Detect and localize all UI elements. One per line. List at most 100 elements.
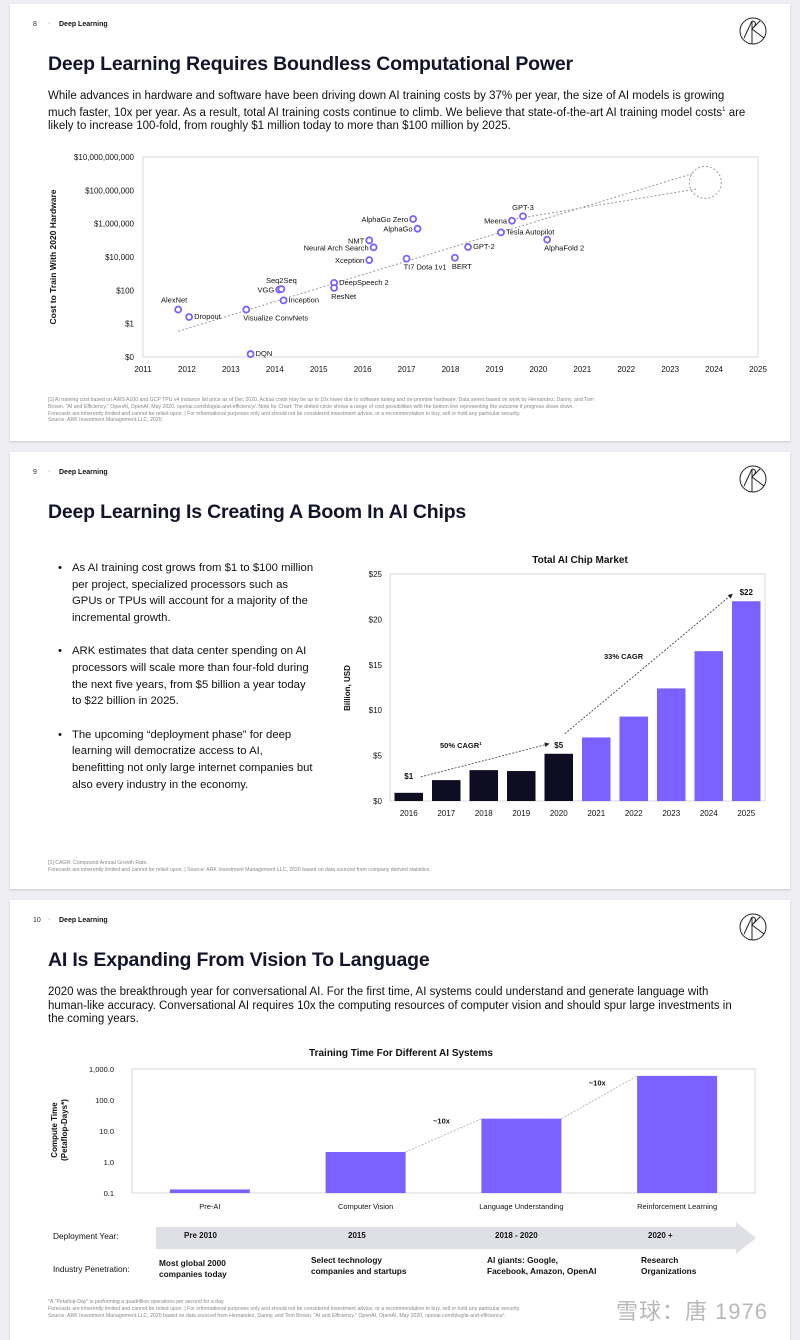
x-tick-label: 2012 — [178, 365, 196, 374]
footnotes: *A "Petaflop-Day" is performing a quadri… — [48, 1299, 778, 1319]
data-point-label: Seq2Seq — [266, 276, 297, 285]
ark-logo-icon — [739, 465, 767, 493]
bullet-icon: • — [58, 645, 62, 658]
page-title: Deep Learning Requires Boundless Computa… — [48, 53, 573, 75]
data-point — [185, 313, 194, 321]
x-tick-label: 2014 — [266, 365, 284, 374]
data-point-label: Inception — [289, 295, 319, 304]
footnote-line: Source: ARK Investment Management LLC, 2… — [48, 417, 162, 424]
plot-frame — [131, 1068, 756, 1194]
deployment-year-2020-plus: 2020 + — [648, 1231, 673, 1240]
y-tick-label: $1 — [125, 320, 134, 329]
data-point-label: DeepSpeech 2 — [339, 278, 389, 287]
y-tick-label: $25 — [369, 570, 383, 579]
data-label: $1 — [404, 772, 413, 781]
growth-connector — [561, 1075, 638, 1120]
x-tick-label: 2019 — [512, 809, 530, 818]
bar-2024 — [694, 651, 723, 801]
x-tick-label: 2024 — [700, 809, 718, 818]
y-tick-label: 10.0 — [99, 1127, 114, 1136]
x-tick-label: Reinforcement Learning — [637, 1202, 717, 1211]
penetration-language: AI giants: Google, Facebook, Amazon, Open… — [487, 1255, 596, 1277]
y-tick-label: $5 — [373, 752, 382, 761]
penetration-line: Select technology — [311, 1255, 383, 1265]
bar-2020 — [544, 753, 573, 801]
y-axis-label-line1: Compute Time — [50, 1102, 59, 1158]
page-title: Deep Learning Is Creating A Boom In AI C… — [48, 501, 467, 523]
y-tick-label: 1,000.0 — [89, 1065, 114, 1074]
y-tick-label: 1.0 — [104, 1158, 114, 1167]
data-point-label: Xception — [335, 256, 364, 265]
data-point — [497, 228, 505, 237]
section-label: Deep Learning — [59, 917, 108, 924]
footnote-line: *A "Petaflop-Day" is performing a quadri… — [48, 1299, 225, 1305]
separator-dot: · — [48, 468, 51, 475]
x-tick-label: 2024 — [705, 365, 723, 374]
data-point — [246, 350, 255, 358]
x-tick-label: 2019 — [486, 365, 504, 374]
bar-language-understanding — [481, 1118, 562, 1193]
footnote-line: Source: ARK Investment Management LLC, 2… — [48, 1312, 506, 1319]
data-point — [369, 243, 378, 252]
cagr-arrow-33 — [564, 593, 733, 735]
x-tick-label: 2018 — [442, 365, 460, 374]
y-tick-label: $20 — [369, 615, 383, 624]
data-point — [174, 305, 183, 314]
data-point — [409, 215, 418, 223]
bullet-item: • ARK estimates that data center spending… — [48, 643, 318, 709]
x-tick-label: Language Understanding — [479, 1202, 563, 1211]
trend-line — [177, 173, 693, 332]
y-tick-label: $100 — [116, 286, 134, 295]
data-point-label: ResNet — [331, 292, 357, 301]
x-tick-label: 2022 — [617, 365, 635, 374]
penetration-reinforcement: Research Organizations — [641, 1255, 696, 1277]
x-tick-label: Computer Vision — [338, 1202, 393, 1211]
bar-2018 — [469, 770, 498, 801]
data-point — [464, 243, 472, 251]
data-point-label: Meena — [484, 217, 508, 226]
x-tick-label: 2016 — [354, 365, 372, 374]
data-point — [543, 235, 552, 244]
industry-penetration-label: Industry Penetration: — [53, 1264, 130, 1274]
data-point-label: GPT-3 — [512, 203, 534, 212]
data-point-label: VGG — [258, 286, 275, 295]
data-point — [402, 254, 411, 263]
x-tick-label: 2011 — [134, 365, 152, 374]
x-tick-label: 2021 — [573, 365, 591, 374]
data-point-label: GPT-2 — [473, 242, 495, 251]
data-point-label: AlphaFold 2 — [544, 244, 584, 253]
section-label: Deep Learning — [59, 469, 108, 476]
bullet-list: • As AI training cost grows from $1 to $1… — [48, 560, 318, 810]
timeline-arrow — [156, 1222, 756, 1254]
training-cost-scatter-chart: $0 $1 $100 $10,000 $1,000,000 $100,000,000 $10… — [48, 153, 767, 374]
bar-2019 — [507, 771, 536, 801]
bar-2017 — [432, 780, 461, 801]
bar-pre-ai — [169, 1189, 250, 1193]
growth-annotation: ~10x — [589, 1078, 607, 1087]
data-point-label: AlexNet — [161, 296, 188, 305]
footnote-line: Brown. "AI and Efficiency." OpenAI, Open… — [48, 403, 574, 410]
deployment-year-2018-2020: 2018 - 2020 — [495, 1231, 538, 1240]
x-tick-label: 2017 — [437, 809, 455, 818]
data-point — [365, 236, 374, 245]
x-tick-label: 2020 — [550, 809, 568, 818]
y-tick-label: $10 — [369, 706, 383, 715]
data-point — [508, 216, 516, 225]
y-tick-label: $10,000 — [105, 253, 134, 262]
x-tick-label: 2025 — [737, 809, 755, 818]
ai-chip-market-bar-chart: Total AI Chip Market Billion, USD $0 $5 $1… — [343, 555, 766, 818]
x-tick-label: 2023 — [661, 365, 679, 374]
training-time-bar-chart: Training Time For Different AI Systems C… — [50, 1048, 756, 1211]
y-tick-label: $0 — [373, 797, 382, 806]
section-label: Deep Learning — [59, 21, 108, 28]
bullet-item: • As AI training cost grows from $1 to $1… — [48, 560, 318, 626]
plot-frame — [142, 156, 759, 358]
intro-text-cont: are likely to increase 100-fold, from ro… — [48, 106, 746, 132]
slide-8: 8 · Deep Learning Deep Learning Requires… — [10, 4, 790, 441]
watermark: 雪球：唐 1976 — [615, 1299, 768, 1324]
y-tick-label: 0.1 — [104, 1189, 114, 1198]
y-axis-label-line2: (Petaflop-Days*) — [60, 1099, 69, 1161]
penetration-line: Facebook, Amazon, OpenAI — [487, 1266, 597, 1276]
y-tick-label: $100,000,000 — [85, 186, 134, 195]
bullet-text: ARK estimates that data center spending … — [72, 645, 309, 708]
